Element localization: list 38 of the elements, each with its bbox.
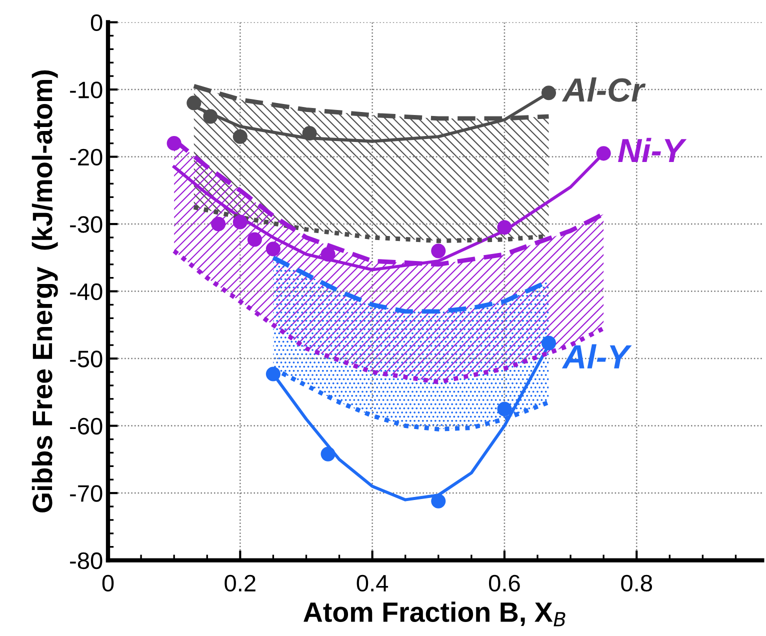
x-tick-label: 0.6: [488, 574, 520, 592]
x-tick-label: 0.4: [356, 574, 388, 592]
y-tick-label: 0: [90, 14, 102, 32]
point: [266, 242, 280, 256]
y-tick-label: -70: [70, 485, 102, 502]
y-tick-label: -20: [70, 148, 102, 166]
y-tick-label: -30: [70, 216, 102, 233]
y-tick-label: -60: [70, 418, 102, 435]
point: [497, 220, 512, 235]
point: [302, 126, 317, 141]
point: [232, 214, 248, 230]
point: [266, 366, 280, 382]
point: [431, 494, 446, 508]
point: [497, 402, 512, 416]
point: [166, 136, 182, 151]
point: [320, 446, 336, 462]
point: [541, 336, 556, 350]
point: [320, 247, 336, 262]
annotation: Al-Cr: [562, 77, 646, 102]
y-tick-label: -80: [70, 552, 102, 570]
annotation: Al-Y: [562, 344, 632, 368]
point: [247, 232, 262, 247]
point: [186, 96, 202, 110]
y-tick-label: -40: [70, 283, 102, 300]
y-axis-title: Gibbs Free Energy (kJ/mol-atom): [32, 70, 58, 512]
point: [596, 146, 611, 161]
point: [211, 216, 226, 232]
point: [232, 129, 248, 144]
y-tick-label: -10: [70, 82, 102, 98]
point: [431, 244, 446, 258]
x-axis-title: Atom Fraction B, X$_{B}$: [304, 602, 566, 626]
x-tick-label: 0: [102, 574, 114, 592]
point: [541, 86, 556, 100]
point: [203, 109, 218, 124]
y-tick-label: -50: [70, 350, 102, 368]
x-tick-label: 0.8: [621, 574, 652, 592]
annotation: Ni-Y: [618, 138, 687, 162]
x-tick-label: 0.2: [224, 574, 256, 592]
